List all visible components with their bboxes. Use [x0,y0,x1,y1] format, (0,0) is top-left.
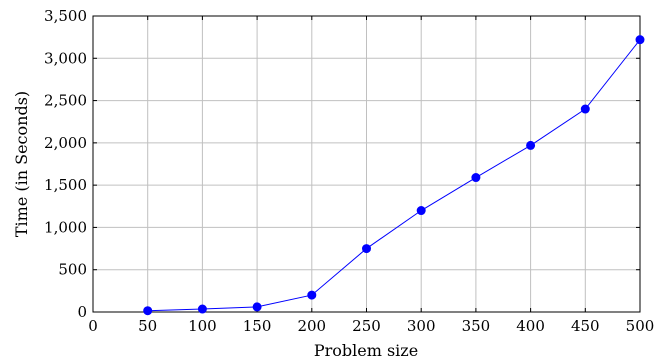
series-layer [143,35,645,316]
data-point [526,140,536,150]
x-tick-label: 50 [138,317,157,335]
data-point [143,306,153,316]
series-line [147,39,641,312]
y-axis-label: Time (in Seconds) [12,91,31,237]
x-tick-label: 200 [297,317,326,335]
x-tick-label: 350 [462,317,491,335]
x-tick-label: 450 [571,317,600,335]
y-tick-label: 1,500 [44,176,87,194]
x-tick-label: 150 [243,317,272,335]
grid [92,15,641,313]
y-tick-label: 3,000 [44,49,87,67]
x-tick-label: 300 [407,317,436,335]
data-point [635,35,645,45]
x-tick-label: 100 [188,317,217,335]
x-tick-label: 250 [352,317,381,335]
y-tick-label: 500 [58,261,87,279]
x-tick-label: 500 [626,317,655,335]
data-point [252,302,262,312]
data-point [307,290,317,300]
y-tick-label: 1,000 [44,218,87,236]
data-point [416,206,426,216]
data-point [471,173,481,183]
y-tick-labels: 0 500 1,000 1,500 2,000 2,500 3,000 3,500 [44,7,87,321]
x-tick-label: 0 [88,317,98,335]
data-point [197,304,207,314]
y-tick-label: 0 [77,303,87,321]
y-tick-label: 2,500 [44,92,87,110]
x-tick-labels: 0 50 100 150 200 250 300 350 400 450 500 [88,317,654,335]
x-tick-label: 400 [516,317,545,335]
x-axis-label: Problem size [314,341,418,360]
y-tick-label: 2,000 [44,134,87,152]
y-tick-label: 3,500 [44,7,87,25]
data-point [580,104,590,114]
data-point [362,244,371,254]
